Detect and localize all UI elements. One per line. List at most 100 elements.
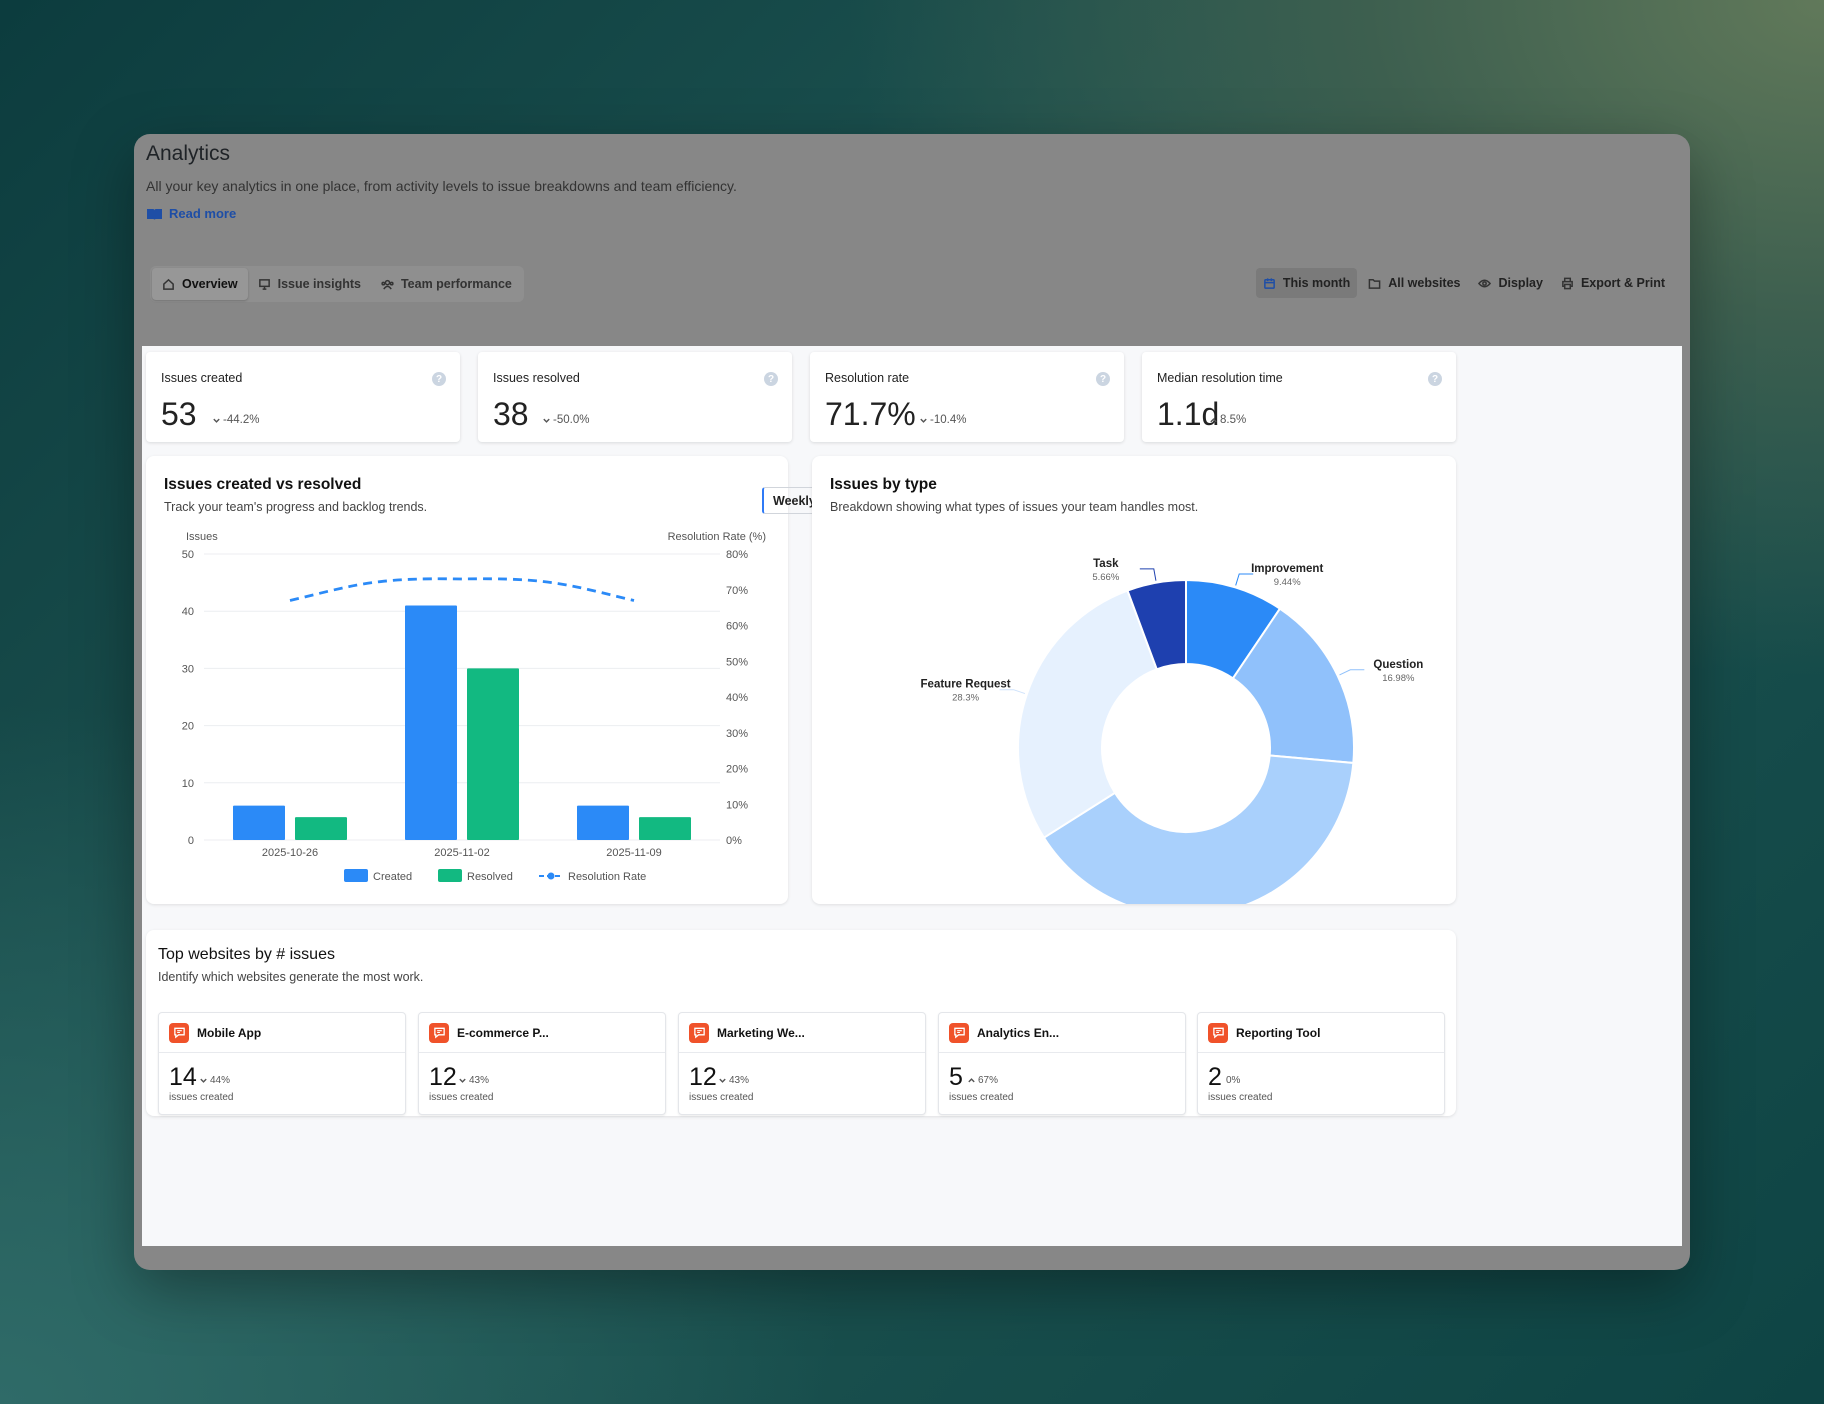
y2-tick-label: 70% [726, 585, 748, 597]
bar-resolved-2025-11-09[interactable] [639, 817, 691, 840]
export-print-button[interactable]: Export & Print [1554, 268, 1672, 298]
website-card[interactable]: Mobile App 14 44% issues created [158, 1012, 406, 1115]
issue-count: 2 [1208, 1063, 1222, 1091]
delta-value: 43% [469, 1075, 490, 1086]
chart-subtitle: Track your team's progress and backlog t… [164, 500, 428, 514]
bar-resolved-2025-10-26[interactable] [295, 817, 347, 840]
website-card[interactable]: Analytics En... 5 67% issues created [938, 1012, 1186, 1115]
comment-icon [169, 1022, 189, 1043]
slice-bug[interactable] [1042, 754, 1355, 904]
x-tick-label: 2025-11-09 [606, 847, 661, 859]
created-vs-resolved-card: Issues created vs resolved Track your te… [146, 456, 836, 904]
interval-value: Weekly [773, 493, 816, 508]
bar-created-2025-10-26[interactable] [233, 805, 285, 840]
x-tick-label: 2025-11-02 [434, 847, 489, 859]
kpi-label: Resolution rate [825, 371, 910, 385]
slice-label: Feature Request [921, 679, 1011, 691]
website-header: Analytics En... [939, 1013, 1185, 1053]
y-tick-label: 10 [182, 778, 194, 790]
issue-delta: 44% [199, 1075, 230, 1086]
website-name: Mobile App [197, 1025, 262, 1040]
websites-filter-button[interactable]: All websites [1361, 268, 1467, 298]
issue-count: 12 [429, 1063, 457, 1091]
export-label: Export & Print [1580, 276, 1665, 290]
y2-tick-label: 60% [726, 621, 748, 633]
chevron-down-icon [543, 418, 550, 423]
website-card[interactable]: E-commerce P... 12 43% issues created [418, 1012, 666, 1115]
bar-created-2025-11-09[interactable] [577, 805, 629, 840]
x-tick-label: 2025-10-26 [262, 847, 318, 859]
slice-question[interactable] [1231, 607, 1355, 765]
analytics-window: Analytics All your key analytics in one … [134, 134, 1690, 1270]
tab-team-performance[interactable]: Team performance [371, 268, 522, 300]
issue-count: 12 [689, 1063, 717, 1091]
website-card[interactable]: Reporting Tool 2 0% issues created [1197, 1012, 1445, 1115]
y2-tick-label: 0% [726, 835, 742, 847]
period-filter-button[interactable]: This month [1255, 268, 1358, 298]
bar-created-2025-11-02[interactable] [405, 605, 457, 840]
issues-created-caption: issues created [169, 1092, 234, 1103]
read-more-link[interactable]: Read more [146, 206, 236, 221]
tab-overview[interactable]: Overview [152, 268, 248, 300]
issue-delta: 67% [967, 1075, 998, 1086]
kpi-delta-value: -50.0% [553, 414, 590, 426]
issues-by-type-chart: Improvement9.44%Question16.98%Bug39.62%F… [921, 558, 1423, 904]
kpi-card-median-resolution-time: Median resolution time ? 1.1d 8.5% [1142, 352, 1456, 442]
issues-created-caption: issues created [429, 1092, 494, 1103]
issues-created-caption: issues created [949, 1092, 1014, 1103]
slice-task[interactable] [1126, 578, 1187, 671]
kpi-label: Issues created [161, 371, 243, 385]
y2-tick-label: 10% [726, 799, 748, 811]
chevron-down-icon [200, 1078, 207, 1083]
tab-label: Team performance [400, 277, 512, 291]
y-axis-label: Issues [186, 531, 218, 543]
section-title: Top websites by # issues [158, 946, 335, 963]
display-button[interactable]: Display [1471, 268, 1549, 298]
website-card[interactable]: Marketing We... 12 43% issues created [678, 1012, 926, 1115]
period-label: This month [1282, 276, 1351, 290]
tab-issue-insights[interactable]: Issue insights [248, 268, 371, 300]
printer-icon [1562, 277, 1573, 289]
slice-feature-request[interactable] [1017, 589, 1159, 840]
website-header: Marketing We... [679, 1013, 925, 1053]
folder-icon [1368, 278, 1381, 289]
kpi-delta-value: 8.5% [1220, 414, 1247, 426]
help-icon[interactable]: ? [432, 372, 446, 386]
chevron-up-icon [968, 1078, 975, 1083]
websites-label: All websites [1388, 276, 1461, 290]
bar-resolved-2025-11-02[interactable] [467, 668, 519, 840]
section-subtitle: Identify which websites generate the mos… [158, 970, 424, 984]
comment-icon [429, 1022, 449, 1043]
slice-percent: 5.66% [1092, 572, 1119, 583]
legend-dot [547, 872, 555, 880]
issue-count: 14 [169, 1063, 197, 1091]
leader-line [1139, 568, 1157, 581]
chevron-down-icon [213, 418, 220, 423]
kpi-delta: -50.0% [542, 414, 589, 426]
slice-label: Improvement [1251, 563, 1323, 575]
issue-delta: 0% [1226, 1075, 1240, 1086]
kpi-label: Issues resolved [493, 371, 580, 385]
help-icon[interactable]: ? [1428, 372, 1442, 386]
chevron-down-icon [719, 1078, 726, 1083]
resolution-rate-line[interactable] [289, 577, 635, 602]
issues-created-caption: issues created [1208, 1092, 1273, 1103]
view-tabs: Overview Issue insights Team performance [150, 266, 524, 302]
legend-swatch-created [344, 869, 368, 882]
eye-icon [1478, 279, 1492, 287]
slice-label: Question [1373, 659, 1423, 671]
book-icon [147, 208, 162, 220]
leader-line [1339, 669, 1365, 676]
slice-percent: 9.44% [1274, 577, 1301, 588]
y-tick-label: 40 [182, 606, 194, 618]
kpi-card-issues-created: Issues created ? 53 -44.2% [146, 352, 460, 442]
legend-swatch-resolved [438, 869, 462, 882]
help-icon[interactable]: ? [764, 372, 778, 386]
y2-tick-label: 40% [726, 692, 748, 704]
kpi-delta: -44.2% [212, 414, 259, 426]
kpi-label: Median resolution time [1157, 371, 1283, 385]
help-icon[interactable]: ? [1096, 372, 1110, 386]
y2-tick-label: 20% [726, 764, 748, 776]
chart-title: Issues created vs resolved [164, 476, 362, 493]
home-icon [163, 278, 174, 290]
